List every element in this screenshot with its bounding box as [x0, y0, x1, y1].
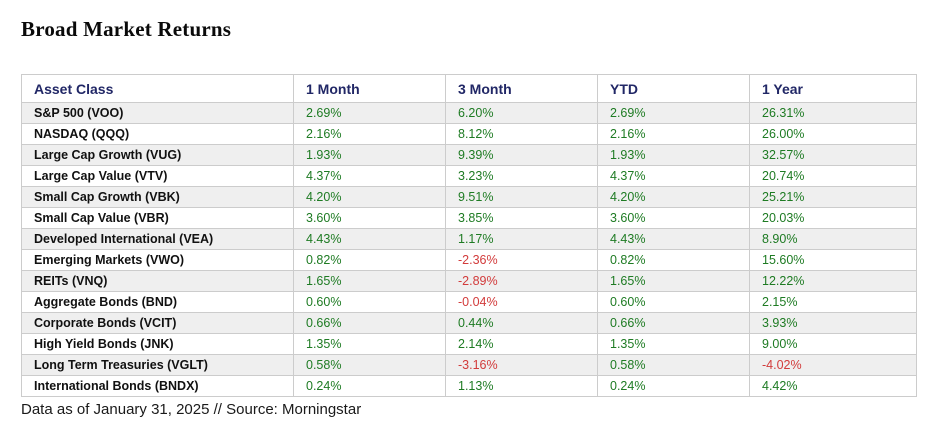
page-title: Broad Market Returns — [21, 17, 232, 41]
return-value-cell: -4.02% — [749, 354, 917, 376]
return-value-cell: 0.58% — [293, 354, 446, 376]
return-value-cell: 0.24% — [293, 375, 446, 397]
return-value-cell: 0.66% — [293, 312, 446, 334]
asset-class-cell: International Bonds (BNDX) — [21, 375, 294, 397]
table-row: Small Cap Growth (VBK) 4.20% 9.51% 4.20% 25.… — [21, 186, 917, 208]
asset-class-cell: Long Term Treasuries (VGLT) — [21, 354, 294, 376]
return-value-cell: 4.43% — [597, 228, 750, 250]
asset-class-cell: NASDAQ (QQQ) — [21, 123, 294, 145]
asset-class-cell: Developed International (VEA) — [21, 228, 294, 250]
return-value-cell: 3.23% — [445, 165, 598, 187]
asset-class-cell: High Yield Bonds (JNK) — [21, 333, 294, 355]
column-header: 3 Month — [445, 74, 598, 103]
table-row: Small Cap Value (VBR) 3.60% 3.85% 3.60% 20.0… — [21, 207, 917, 229]
return-value-cell: 20.03% — [749, 207, 917, 229]
return-value-cell: 4.43% — [293, 228, 446, 250]
table-row: S&P 500 (VOO) 2.69% 6.20% 2.69% 26.31% — [21, 102, 917, 124]
asset-class-cell: Emerging Markets (VWO) — [21, 249, 294, 271]
return-value-cell: 1.35% — [293, 333, 446, 355]
table-row: International Bonds (BNDX) 0.24% 1.13% 0.24… — [21, 375, 917, 397]
column-header: 1 Month — [293, 74, 446, 103]
broad-market-returns-table: Asset Class 1 Month 3 Month YTD 1 Year S&P 5… — [21, 74, 917, 397]
return-value-cell: 0.82% — [597, 249, 750, 271]
return-value-cell: -2.36% — [445, 249, 598, 271]
return-value-cell: 1.65% — [293, 270, 446, 292]
return-value-cell: 4.37% — [597, 165, 750, 187]
table-row: REITs (VNQ) 1.65% -2.89% 1.65% 12.22% — [21, 270, 917, 292]
return-value-cell: 0.66% — [597, 312, 750, 334]
return-value-cell: 4.42% — [749, 375, 917, 397]
return-value-cell: 0.60% — [597, 291, 750, 313]
return-value-cell: -2.89% — [445, 270, 598, 292]
table-row: High Yield Bonds (JNK) 1.35% 2.14% 1.35% 9.0… — [21, 333, 917, 355]
table-row: Long Term Treasuries (VGLT) 0.58% -3.16% 0.… — [21, 354, 917, 376]
return-value-cell: 0.24% — [597, 375, 750, 397]
return-value-cell: 1.17% — [445, 228, 598, 250]
return-value-cell: 4.20% — [597, 186, 750, 208]
return-value-cell: 3.60% — [293, 207, 446, 229]
return-value-cell: 25.21% — [749, 186, 917, 208]
asset-class-cell: Small Cap Value (VBR) — [21, 207, 294, 229]
return-value-cell: 20.74% — [749, 165, 917, 187]
return-value-cell: 2.15% — [749, 291, 917, 313]
return-value-cell: 1.35% — [597, 333, 750, 355]
table-row: Large Cap Value (VTV) 4.37% 3.23% 4.37% 20.7… — [21, 165, 917, 187]
return-value-cell: 0.44% — [445, 312, 598, 334]
return-value-cell: 1.13% — [445, 375, 598, 397]
return-value-cell: -0.04% — [445, 291, 598, 313]
column-header: Asset Class — [21, 74, 294, 103]
header-row: Asset Class 1 Month 3 Month YTD 1 Year — [21, 74, 917, 103]
column-header: YTD — [597, 74, 750, 103]
table-row: Emerging Markets (VWO) 0.82% -2.36% 0.82% 15… — [21, 249, 917, 271]
return-value-cell: 15.60% — [749, 249, 917, 271]
return-value-cell: -3.16% — [445, 354, 598, 376]
return-value-cell: 0.58% — [597, 354, 750, 376]
return-value-cell: 3.93% — [749, 312, 917, 334]
return-value-cell: 2.16% — [597, 123, 750, 145]
return-value-cell: 4.20% — [293, 186, 446, 208]
return-value-cell: 8.12% — [445, 123, 598, 145]
table-row: NASDAQ (QQQ) 2.16% 8.12% 2.16% 26.00% — [21, 123, 917, 145]
return-value-cell: 32.57% — [749, 144, 917, 166]
return-value-cell: 2.69% — [597, 102, 750, 124]
return-value-cell: 26.31% — [749, 102, 917, 124]
return-value-cell: 2.14% — [445, 333, 598, 355]
asset-class-cell: Corporate Bonds (VCIT) — [21, 312, 294, 334]
return-value-cell: 0.82% — [293, 249, 446, 271]
asset-class-cell: Large Cap Value (VTV) — [21, 165, 294, 187]
return-value-cell: 9.00% — [749, 333, 917, 355]
return-value-cell: 9.39% — [445, 144, 598, 166]
return-value-cell: 4.37% — [293, 165, 446, 187]
asset-class-cell: S&P 500 (VOO) — [21, 102, 294, 124]
return-value-cell: 2.16% — [293, 123, 446, 145]
asset-class-cell: Large Cap Growth (VUG) — [21, 144, 294, 166]
return-value-cell: 26.00% — [749, 123, 917, 145]
return-value-cell: 1.93% — [597, 144, 750, 166]
table-body: S&P 500 (VOO) 2.69% 6.20% 2.69% 26.31% NASDAQ… — [21, 102, 917, 397]
return-value-cell: 1.93% — [293, 144, 446, 166]
data-source-note: Data as of January 31, 2025 // Source: M… — [21, 401, 362, 418]
table-row: Aggregate Bonds (BND) 0.60% -0.04% 0.60% 2.1… — [21, 291, 917, 313]
return-value-cell: 2.69% — [293, 102, 446, 124]
asset-class-cell: Aggregate Bonds (BND) — [21, 291, 294, 313]
return-value-cell: 1.65% — [597, 270, 750, 292]
table-row: Corporate Bonds (VCIT) 0.66% 0.44% 0.66% 3.9… — [21, 312, 917, 334]
column-header: 1 Year — [749, 74, 917, 103]
return-value-cell: 6.20% — [445, 102, 598, 124]
asset-class-cell: Small Cap Growth (VBK) — [21, 186, 294, 208]
return-value-cell: 3.85% — [445, 207, 598, 229]
table-row: Developed International (VEA) 4.43% 1.17% 4… — [21, 228, 917, 250]
return-value-cell: 8.90% — [749, 228, 917, 250]
return-value-cell: 3.60% — [597, 207, 750, 229]
return-value-cell: 0.60% — [293, 291, 446, 313]
asset-class-cell: REITs (VNQ) — [21, 270, 294, 292]
table-row: Large Cap Growth (VUG) 1.93% 9.39% 1.93% 32.… — [21, 144, 917, 166]
return-value-cell: 9.51% — [445, 186, 598, 208]
return-value-cell: 12.22% — [749, 270, 917, 292]
